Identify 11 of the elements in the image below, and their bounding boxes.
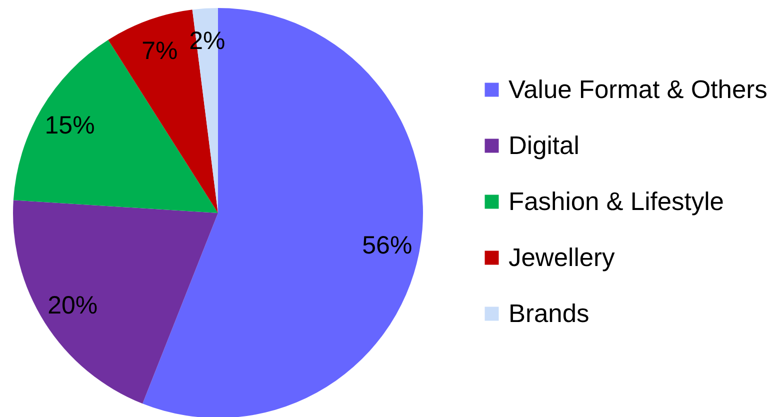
legend-label: Value Format & Others xyxy=(508,76,768,104)
pie-slice xyxy=(13,200,218,404)
data-label: 15% xyxy=(44,111,95,140)
legend-label: Jewellery xyxy=(508,244,616,272)
data-label: 7% xyxy=(142,36,178,65)
pie-slice xyxy=(142,8,423,417)
legend-label: Fashion & Lifestyle xyxy=(508,188,724,216)
legend-label: Digital xyxy=(508,132,580,160)
data-label: 20% xyxy=(48,291,98,320)
data-label: 56% xyxy=(362,231,412,260)
legend-label: Brands xyxy=(508,300,590,328)
